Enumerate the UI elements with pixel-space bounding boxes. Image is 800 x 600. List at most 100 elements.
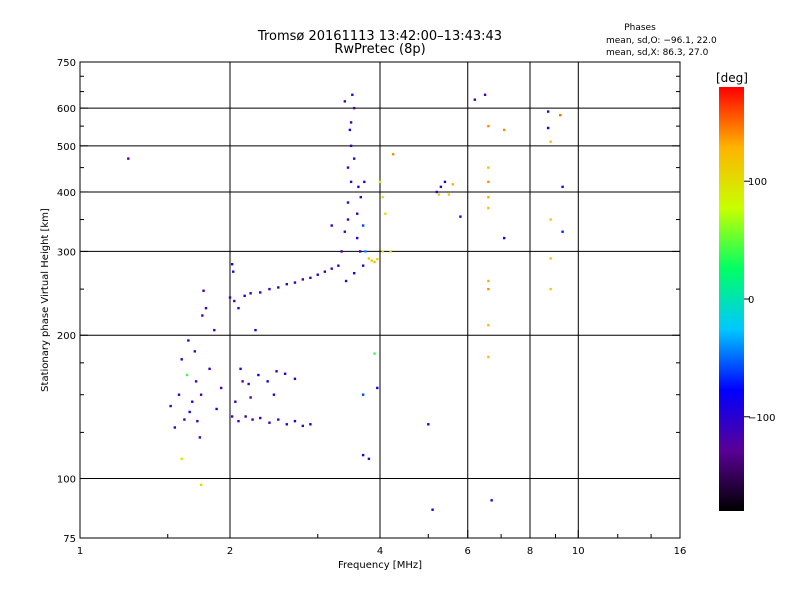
data-point <box>487 166 490 169</box>
data-point <box>237 419 240 423</box>
data-point <box>373 260 376 264</box>
data-point <box>346 218 350 221</box>
data-point <box>230 263 234 266</box>
data-point <box>367 257 371 260</box>
data-point <box>239 367 242 371</box>
data-point <box>487 287 490 291</box>
data-point <box>228 296 232 299</box>
data-point <box>427 423 430 426</box>
data-point <box>257 373 260 377</box>
data-point <box>275 370 278 373</box>
data-point <box>487 195 490 199</box>
data-point <box>237 306 240 310</box>
data-point <box>346 166 350 169</box>
data-point <box>330 267 333 270</box>
data-point <box>359 195 362 199</box>
data-point <box>376 257 379 261</box>
data-point <box>447 193 451 196</box>
data-point <box>451 183 455 186</box>
data-point <box>502 128 506 132</box>
y-tick-label: 400 <box>57 188 76 199</box>
data-point <box>384 212 387 215</box>
data-point <box>177 393 181 396</box>
data-point <box>183 418 186 421</box>
data-point <box>233 299 236 303</box>
data-point <box>561 230 564 233</box>
y-axis-label: Stationary phase Virtual Height [km] <box>40 208 51 392</box>
data-point <box>201 314 204 317</box>
data-point <box>352 157 356 160</box>
y-tick-label: 500 <box>57 142 76 153</box>
data-point <box>330 224 333 227</box>
data-point <box>337 264 340 267</box>
data-point <box>316 273 319 276</box>
chart-subtitle: RwPretec (8p) <box>334 42 425 57</box>
colorbar-gradient <box>719 87 744 511</box>
data-point <box>266 380 269 383</box>
data-point <box>202 289 205 292</box>
data-point <box>208 367 211 371</box>
data-point <box>487 206 490 210</box>
data-point <box>381 195 384 199</box>
data-point <box>348 128 352 132</box>
stats-line-x: mean, sd,X: 86.3, 27.0 <box>606 48 709 58</box>
data-point <box>459 215 462 218</box>
data-point <box>363 180 366 184</box>
data-point <box>483 93 487 96</box>
data-point <box>191 400 194 403</box>
y-axis: 75 100 200 300 400 500 600 750 <box>57 58 680 545</box>
data-point <box>361 224 365 227</box>
colorbar-tick-label: −100 <box>748 413 775 424</box>
x-tick-label: 16 <box>674 546 687 557</box>
data-point <box>193 350 197 353</box>
data-point <box>487 180 490 184</box>
data-point <box>349 180 353 184</box>
colorbar-tick-label: 100 <box>748 177 767 188</box>
data-point <box>349 121 353 124</box>
data-point <box>487 279 490 283</box>
y-tick-label: 75 <box>63 534 76 545</box>
data-point <box>352 106 356 110</box>
data-point <box>549 287 552 291</box>
data-point <box>188 410 191 414</box>
data-point <box>213 328 216 332</box>
data-point <box>196 419 199 423</box>
data-point <box>173 426 177 429</box>
data-point <box>199 483 203 487</box>
colorbar-label: [deg] <box>716 71 748 85</box>
data-point <box>473 98 477 101</box>
data-point <box>502 236 506 240</box>
data-point <box>378 180 382 184</box>
data-point <box>204 306 208 310</box>
data-point <box>230 415 234 418</box>
data-point <box>180 358 183 361</box>
colorbar: [deg] 100 0 −100 <box>716 71 775 511</box>
data-point <box>219 386 223 390</box>
data-point <box>349 144 353 148</box>
data-point <box>169 404 172 408</box>
data-point <box>293 377 297 380</box>
data-point <box>361 453 365 457</box>
data-point <box>344 279 348 283</box>
y-tick-label: 600 <box>57 104 76 115</box>
data-point <box>285 423 288 426</box>
data-point <box>285 283 288 286</box>
x-axis: 1 2 4 6 8 10 16 <box>77 530 687 557</box>
data-point <box>254 328 257 332</box>
stats-line-o: mean, sd,O: −96.1, 22.0 <box>606 36 717 46</box>
data-point <box>194 380 198 383</box>
data-point <box>549 218 552 221</box>
data-point <box>561 185 564 189</box>
y-tick-label: 300 <box>57 247 76 258</box>
data-point <box>243 294 246 298</box>
data-points <box>127 93 564 511</box>
y-tick-label: 100 <box>57 475 76 486</box>
data-point <box>490 499 493 502</box>
x-tick-label: 8 <box>527 546 533 557</box>
data-point <box>323 270 327 273</box>
data-point <box>215 407 218 411</box>
data-point <box>343 100 347 103</box>
data-point <box>346 201 350 204</box>
data-point <box>439 185 443 189</box>
data-point <box>389 250 392 253</box>
